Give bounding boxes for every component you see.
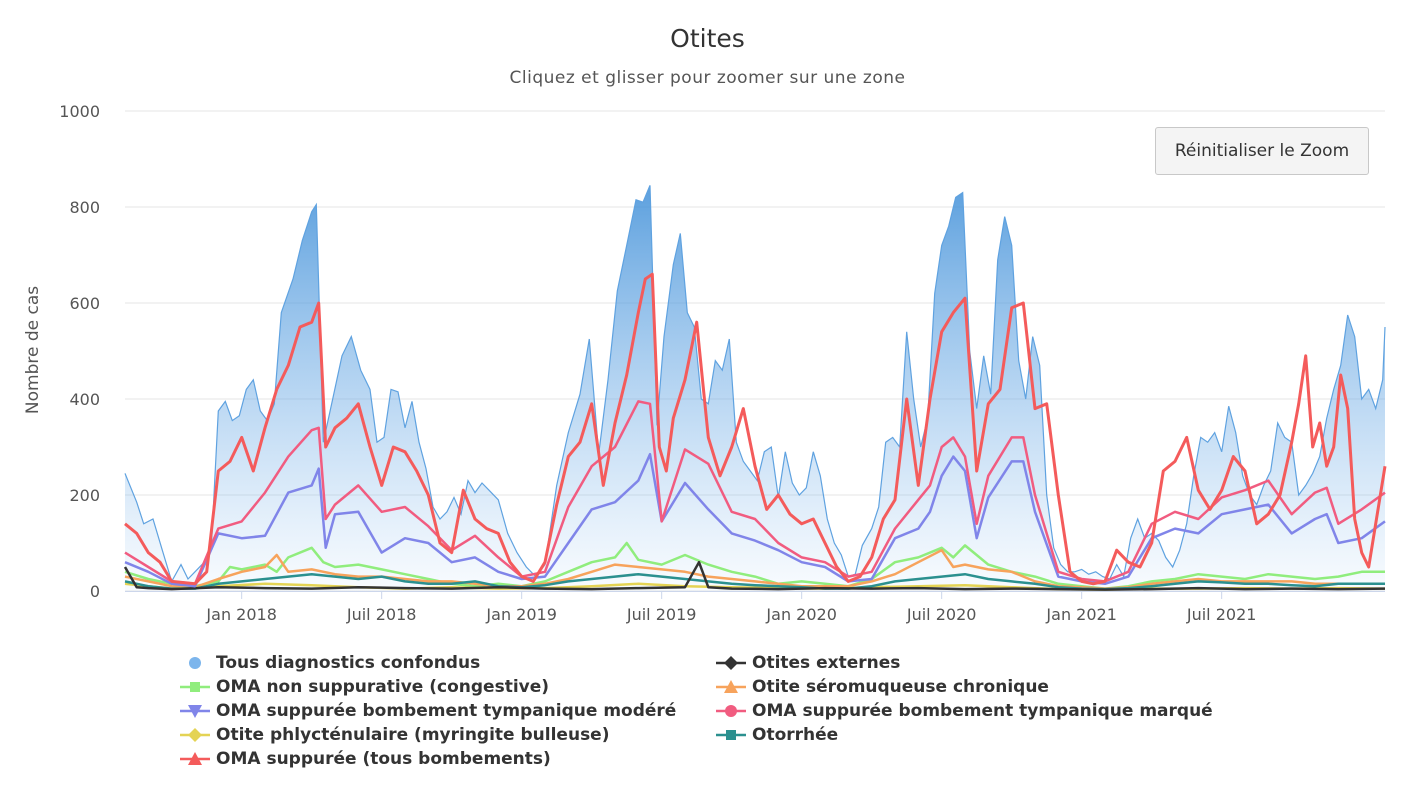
x-tick-label: Jan 2018 <box>205 605 276 624</box>
legend-marker-icon <box>716 730 746 740</box>
x-tick-label: Juil 2019 <box>626 605 697 624</box>
legend-marker-icon <box>716 680 746 693</box>
legend-label: OMA suppurée (tous bombements) <box>216 749 551 769</box>
y-tick-label: 400 <box>69 390 100 409</box>
reset-zoom-button[interactable]: Réinitialiser le Zoom <box>1155 127 1369 175</box>
legend-label: Otorrhée <box>752 725 839 745</box>
y-tick-label: 800 <box>69 198 100 217</box>
legend-item-otite-seromuqueuse-chronique[interactable]: Otite séromuqueuse chronique <box>716 675 1049 699</box>
legend-item-otites-externes[interactable]: Otites externes <box>716 651 900 675</box>
legend-label: Tous diagnostics confondus <box>216 653 481 673</box>
legend-marker-icon <box>180 705 210 718</box>
legend-marker-icon <box>716 656 746 670</box>
legend-item-tous-diagnostics-confondus[interactable]: Tous diagnostics confondus <box>180 651 480 675</box>
series-line-otite-seromuqueuse-chronique[interactable] <box>124 548 1385 590</box>
legend-marker-icon <box>189 657 201 669</box>
x-tick-label: Jan 2020 <box>765 605 836 624</box>
legend-item-otorrhee[interactable]: Otorrhée <box>716 723 838 747</box>
series-line-otites-externes[interactable] <box>123 560 1386 591</box>
chart-subtitle: Cliquez et glisser pour zoomer sur une z… <box>509 68 906 88</box>
series-line-oma-suppuree-bombement-tympanique-modere[interactable] <box>124 452 1386 588</box>
legend-item-oma-suppuree-tous-bombements[interactable]: OMA suppurée (tous bombements) <box>180 747 551 771</box>
legend-item-otite-phlyctenulaire-myringite-bulleuse[interactable]: Otite phlycténulaire (myringite bulleuse… <box>180 723 609 747</box>
y-tick-label: 200 <box>69 486 100 505</box>
y-axis: 0 200 400 600 800 1000 <box>59 102 100 601</box>
legend-label: OMA suppurée bombement tympanique marqué <box>752 701 1213 721</box>
legend-label: Otites externes <box>752 653 901 673</box>
plot-area[interactable] <box>123 185 1387 591</box>
legend-item-oma-suppuree-bombement-tympanique-marque[interactable]: OMA suppurée bombement tympanique marqué <box>716 699 1213 723</box>
legend-label: Otite séromuqueuse chronique <box>752 677 1049 697</box>
legend-marker-icon <box>180 752 210 765</box>
y-axis-title: Nombre de cas <box>23 286 43 414</box>
x-tick-label: Juil 2021 <box>1186 605 1257 624</box>
legend-marker-icon <box>180 682 210 692</box>
x-tick-label: Jan 2021 <box>1045 605 1116 624</box>
x-tick-label: Juil 2018 <box>346 605 417 624</box>
x-tick-label: Juil 2020 <box>906 605 977 624</box>
legend-label: OMA non suppurative (congestive) <box>216 677 550 697</box>
series-line-otorrhee[interactable] <box>124 572 1385 591</box>
series-line-tous-diagnostics-confondus[interactable] <box>124 185 1386 583</box>
y-tick-label: 1000 <box>59 102 100 121</box>
legend-item-oma-non-suppurative-congestive[interactable]: OMA non suppurative (congestive) <box>180 675 549 699</box>
series-line-oma-non-suppurative-congestive[interactable] <box>124 541 1385 590</box>
series-area-tous-diagnostics-confondus[interactable] <box>125 185 1385 591</box>
y-tick-label: 0 <box>90 582 100 601</box>
legend-label: OMA suppurée bombement tympanique modéré <box>216 701 677 721</box>
chart-title: Otites <box>670 24 745 53</box>
legend-marker-icon <box>180 728 210 742</box>
legend-marker-icon <box>716 705 746 717</box>
x-tick-label: Jan 2019 <box>485 605 556 624</box>
y-tick-label: 600 <box>69 294 100 313</box>
series-line-oma-suppuree-tous-bombements[interactable] <box>124 272 1387 586</box>
series-line-oma-suppuree-bombement-tympanique-marque[interactable] <box>124 400 1386 586</box>
x-axis: Jan 2018 Juil 2018 Jan 2019 Juil 2019 Jan 20… <box>205 591 1256 624</box>
legend-label: Otite phlycténulaire (myringite bulleuse… <box>216 725 610 745</box>
legend-item-oma-suppuree-bombement-tympanique-modere[interactable]: OMA suppurée bombement tympanique modéré <box>180 699 676 723</box>
